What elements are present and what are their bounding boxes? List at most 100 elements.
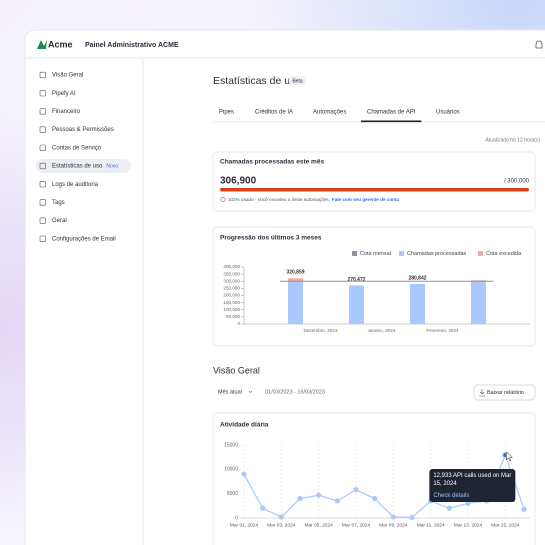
tab[interactable]: Chamadas de API (367, 110, 416, 116)
data-point[interactable] (278, 514, 284, 520)
value-label: 320,859 (286, 270, 304, 276)
usage-warning: 102% usado - Você excedeu o limite autom… (228, 197, 330, 202)
x-tick-label: Mar 01, 2024 (230, 522, 259, 528)
menu-item[interactable]: Estatísticas de uso (52, 164, 103, 170)
menu-icon (39, 217, 46, 224)
legend-swatch (478, 251, 483, 256)
menu-badge: Novo (106, 163, 118, 169)
chart-title: Atividade diária (220, 422, 269, 429)
tooltip (429, 469, 516, 503)
chevron (248, 390, 253, 393)
data-point[interactable] (260, 505, 266, 511)
y-tick-label: 250,000 (223, 286, 240, 291)
menu-item[interactable]: Pipefy AI (52, 91, 76, 97)
overview-title: Visão Geral (213, 365, 260, 375)
legend-label: Cota mensal (360, 251, 391, 257)
bar (410, 283, 425, 324)
y-tick-label: 300,000 (223, 278, 240, 283)
data-point[interactable] (297, 495, 303, 502)
menu-item[interactable]: Configurações de Email (52, 236, 116, 242)
menu-item[interactable]: Geral (52, 218, 67, 224)
menu-icon (39, 108, 46, 115)
header-title: Painel Administrativo ACME (85, 42, 179, 49)
usage-limit: / 300,000 (504, 179, 530, 185)
usage-value: 306,900 (220, 176, 257, 187)
tooltip-text: 12,933 API calls used on Mar 15, 2024 Che… (433, 472, 513, 500)
cursor (506, 451, 513, 462)
data-point[interactable] (390, 514, 396, 520)
usage-card (212, 151, 536, 212)
download-button[interactable] (473, 384, 536, 401)
download-icon (479, 389, 485, 397)
beta-badge (289, 76, 306, 85)
data-point[interactable] (316, 492, 322, 498)
usage-title: Chamadas processadas este mês (220, 159, 324, 166)
tooltip-text: 12,933 API calls used on Mar 15, 2024 (433, 473, 512, 488)
x-tick-label: Mar 05, 2024 (305, 522, 334, 528)
y-tick-label: 0 (235, 515, 238, 521)
y-tick-label: 10000 (224, 467, 238, 473)
menu-icon (39, 181, 46, 188)
x-tick-label: Mar 03, 2024 (267, 522, 296, 528)
y-tick-label: 15000 (224, 442, 238, 448)
tab[interactable]: Automações (313, 110, 346, 116)
y-tick-label: 400,000 (223, 264, 240, 269)
x-tick-label: Dezembro, 2023 (304, 328, 338, 333)
tab[interactable]: Usuários (436, 110, 460, 116)
y-tick-label: 200,000 (223, 293, 240, 298)
menu-item[interactable]: Pessoas & Permissões (52, 127, 114, 133)
tab[interactable]: Créditos de IA (255, 110, 293, 116)
menu-item[interactable]: Logs de auditoria (52, 182, 99, 188)
x-tick-label: Mar 07, 2024 (342, 522, 371, 528)
bar (471, 281, 486, 324)
data-point[interactable] (446, 505, 452, 511)
x-tick-label: Mar 15, 2024 (491, 522, 520, 528)
y-tick-label: 50,000 (226, 314, 240, 319)
logo-mark (37, 40, 47, 49)
menu-icon (39, 162, 46, 170)
data-point[interactable] (353, 487, 359, 493)
account-manager-link[interactable]: Fale com seu gerente de conta (332, 197, 400, 202)
chart-title: Progressão dos últimos 3 meses (220, 235, 322, 242)
x-tick-label: Janeiro, 2024 (368, 328, 396, 333)
data-point[interactable] (241, 471, 247, 477)
menu-icon (39, 71, 46, 79)
line-series (243, 453, 525, 519)
download-label: Baixar relatório (487, 390, 524, 396)
y-tick-label: 5000 (227, 491, 238, 497)
tooltip-link[interactable]: Check details (433, 493, 470, 500)
menu-item[interactable]: Financeiro (52, 109, 81, 115)
x-tick-label: Mar 09, 2024 (379, 522, 408, 528)
bar (349, 285, 364, 324)
x-tick-label: Mar 11, 2024 (417, 522, 445, 528)
legend-swatch (352, 251, 357, 256)
bar (288, 281, 303, 324)
x-tick-label: Fevereiro, 2024 (426, 328, 459, 333)
period-select[interactable]: Mês atual (218, 389, 242, 395)
bar-exceeded (288, 278, 303, 282)
menu-icon (39, 199, 46, 206)
activity-card (212, 412, 536, 545)
data-point[interactable] (372, 495, 378, 502)
y-tick-label: 100,000 (223, 307, 240, 312)
tab[interactable]: Pipes (219, 110, 234, 116)
data-point[interactable] (409, 514, 415, 521)
menu-item[interactable]: Contas de Serviço (52, 145, 102, 151)
data-point[interactable] (465, 500, 471, 506)
usage-progress (220, 188, 529, 192)
menu-icon (39, 144, 46, 151)
menu-item[interactable]: Visão Geral (52, 73, 83, 79)
data-point[interactable] (521, 506, 527, 512)
value-label: 270,472 (347, 277, 365, 283)
y-tick-label: 350,000 (223, 271, 240, 276)
menu-icon (39, 90, 46, 97)
tab-underline (361, 120, 422, 123)
legend-label: Cota excedida (486, 251, 522, 257)
bell-icon[interactable] (535, 40, 543, 49)
date-range[interactable]: 01/03/2023 - 16/03/2023 (265, 389, 325, 395)
data-point[interactable] (334, 498, 340, 504)
beta-badge-text: Beta (292, 78, 303, 84)
menu-icon (39, 235, 46, 242)
menu-item[interactable]: Tags (52, 200, 65, 206)
